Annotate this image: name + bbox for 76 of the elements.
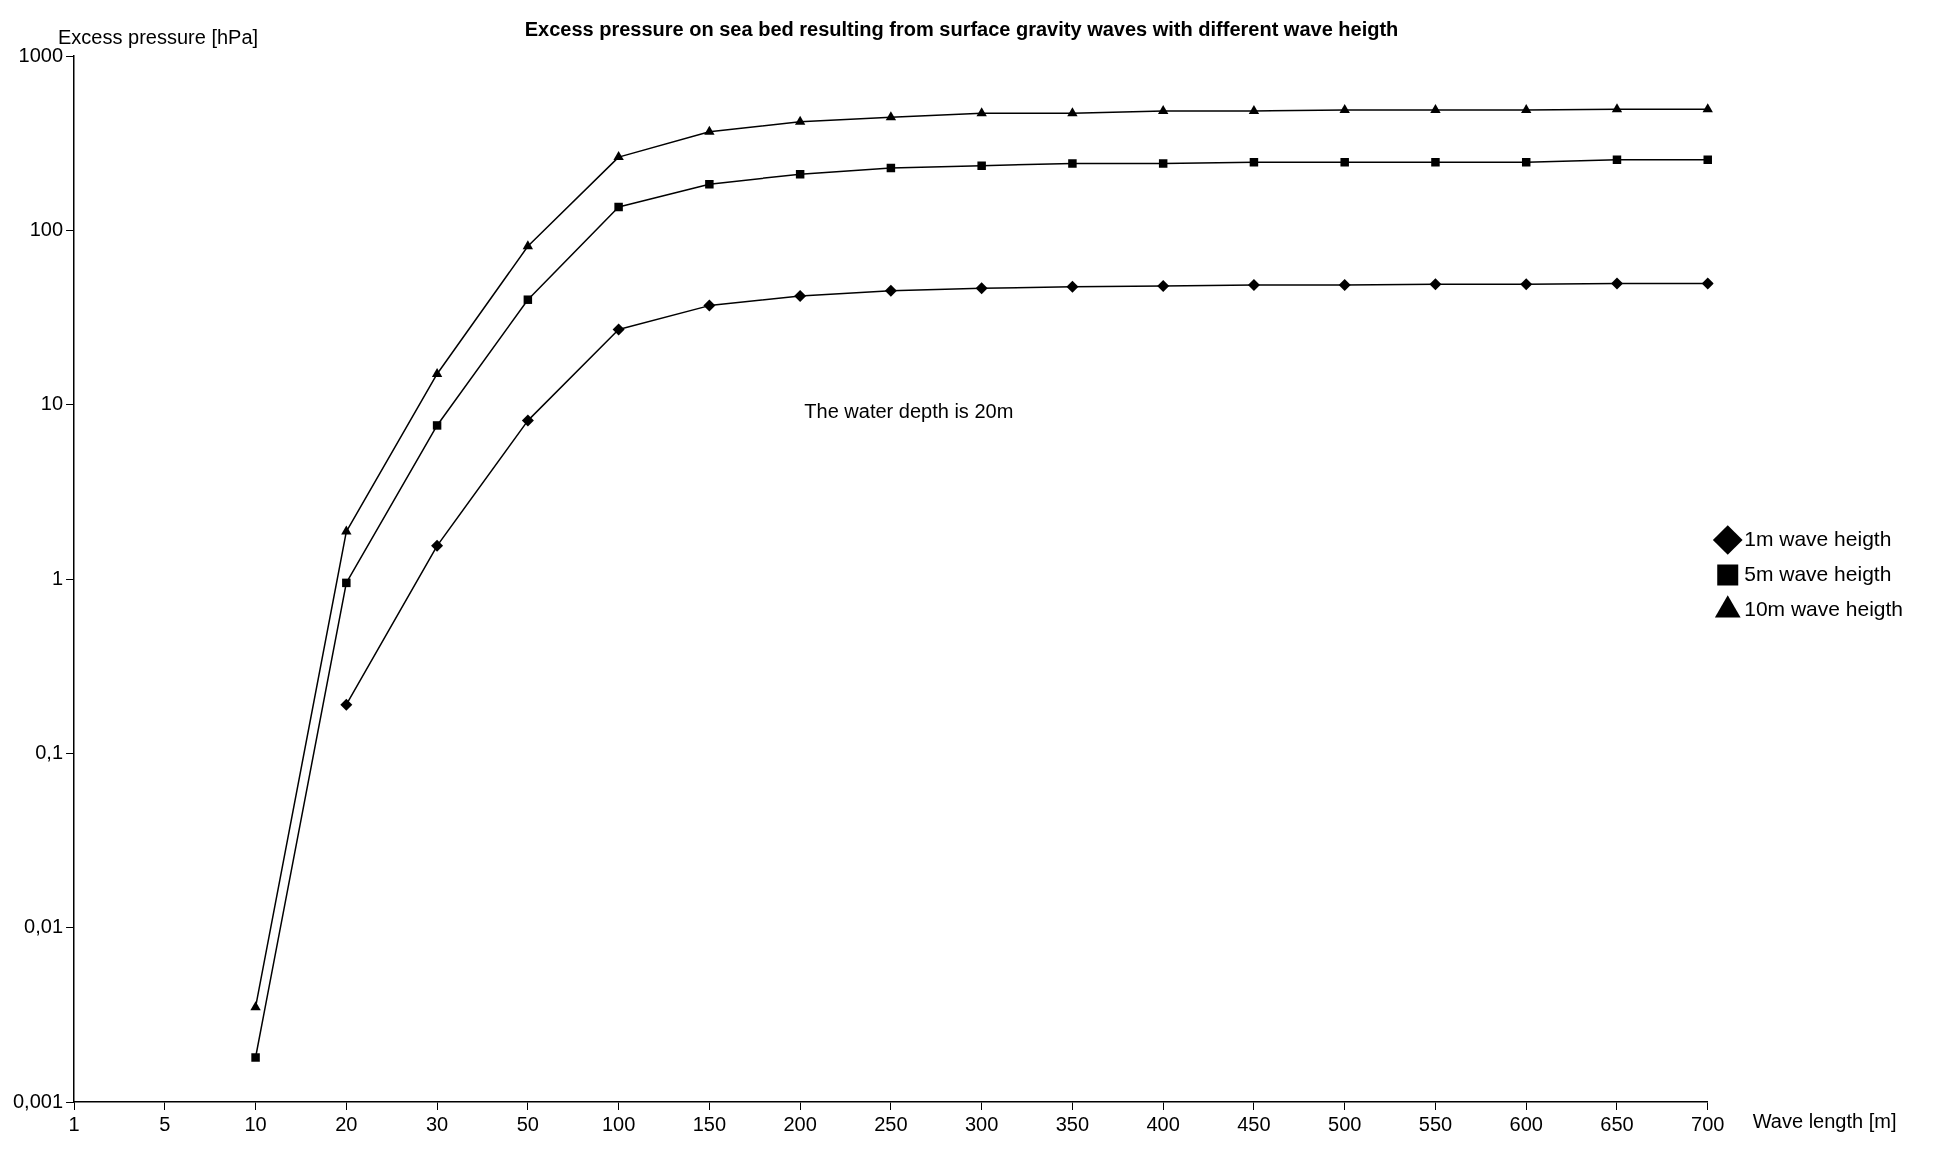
point [432, 421, 442, 430]
point [1248, 104, 1260, 114]
point [976, 107, 987, 117]
point [794, 290, 807, 303]
legend-label: 5m wave heigth [1744, 561, 1892, 585]
x-tick-label: 10 [244, 1112, 267, 1135]
annotation: The water depth is 20m [804, 400, 1014, 423]
point [1247, 279, 1260, 292]
y-tick-label: 0,01 [24, 915, 64, 938]
legend-label: 10m wave heigth [1744, 596, 1903, 620]
point [341, 525, 352, 535]
point [703, 299, 716, 312]
x-tick-label: 550 [1418, 1112, 1453, 1135]
x-tick-label: 350 [1055, 1112, 1090, 1135]
point [1431, 157, 1440, 167]
point [614, 202, 623, 212]
point [1339, 104, 1350, 114]
point [1702, 103, 1713, 113]
point [613, 151, 624, 161]
point [1429, 278, 1442, 291]
y-tick-label: 100 [29, 217, 64, 240]
x-tick-label: 700 [1691, 1112, 1725, 1135]
x-tick-label: 100 [601, 1112, 636, 1135]
y-tick-label: 0,001 [12, 1089, 64, 1112]
point [431, 539, 444, 552]
x-tick-label: 150 [692, 1112, 727, 1135]
x-tick-label: 450 [1237, 1112, 1271, 1135]
y-tick-label: 10 [40, 392, 64, 415]
x-tick-label: 50 [516, 1112, 539, 1135]
point [975, 282, 988, 295]
x-tick-label: 200 [783, 1112, 817, 1135]
chart-title: Excess pressure on sea bed resulting from surface gravity waves with different wave heigth [524, 17, 1399, 40]
point [705, 179, 714, 189]
x-tick-label: 600 [1509, 1112, 1543, 1135]
point [794, 115, 806, 125]
point [1340, 157, 1349, 167]
x-tick-label: 400 [1146, 1112, 1180, 1135]
point [521, 414, 534, 427]
x-tick-label: 1 [68, 1112, 80, 1135]
point [1430, 104, 1441, 114]
point [1157, 104, 1169, 114]
point [1158, 159, 1168, 168]
point [977, 161, 986, 170]
point [1521, 104, 1532, 114]
x-tick-label: 20 [335, 1112, 358, 1135]
point [1701, 277, 1714, 290]
point [523, 295, 533, 304]
x-tick-label: 300 [964, 1112, 999, 1135]
point [885, 111, 897, 121]
x-axis-title: Wave length [m] [1752, 1109, 1897, 1132]
point [251, 1053, 260, 1062]
point [612, 323, 625, 336]
point [704, 125, 715, 135]
point [1610, 277, 1623, 290]
y-tick-label: 1 [51, 566, 64, 589]
point [884, 284, 897, 297]
legend-label: 1m wave heigth [1744, 526, 1892, 550]
point [340, 698, 353, 711]
point [1066, 280, 1079, 293]
point [342, 578, 351, 588]
point [1611, 103, 1623, 113]
point [1157, 279, 1170, 292]
x-tick-label: 500 [1328, 1112, 1362, 1135]
point [1068, 159, 1077, 168]
x-tick-label: 250 [874, 1112, 908, 1135]
point [250, 1001, 261, 1011]
point [1703, 155, 1712, 164]
point [431, 367, 443, 377]
point [1520, 278, 1533, 291]
x-tick-label: 5 [159, 1112, 171, 1135]
x-tick-label: 30 [425, 1112, 449, 1135]
point [522, 240, 534, 250]
point [1338, 279, 1351, 292]
y-tick-label: 0,1 [35, 740, 64, 763]
x-tick-label: 650 [1600, 1112, 1634, 1135]
point [1067, 107, 1078, 117]
